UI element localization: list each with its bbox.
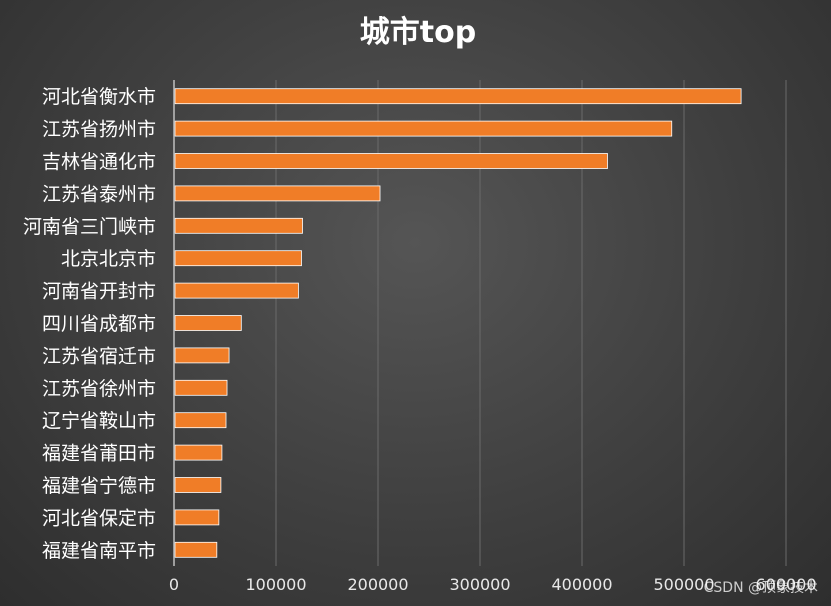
bar bbox=[174, 444, 223, 461]
category-label: 河北省保定市 bbox=[42, 507, 156, 529]
category-label: 辽宁省鞍山市 bbox=[42, 410, 156, 432]
category-label: 江苏省徐州市 bbox=[42, 378, 156, 400]
bar bbox=[174, 88, 742, 105]
category-label: 河南省开封市 bbox=[42, 281, 156, 303]
category-label: 河北省衡水市 bbox=[42, 86, 156, 108]
x-tick-label: 0 bbox=[169, 575, 179, 594]
category-labels: 河北省衡水市江苏省扬州市吉林省通化市江苏省泰州市河南省三门峡市北京北京市河南省开… bbox=[23, 86, 156, 562]
bar bbox=[174, 347, 230, 364]
x-tick-label: 600000 bbox=[755, 575, 816, 594]
category-label: 北京北京市 bbox=[61, 248, 156, 270]
bar bbox=[174, 250, 302, 267]
grid-lines bbox=[275, 80, 787, 566]
bar bbox=[174, 477, 222, 493]
x-tick-label: 400000 bbox=[551, 575, 612, 594]
bar bbox=[174, 120, 673, 137]
x-tick-label: 500000 bbox=[653, 575, 714, 594]
bar bbox=[174, 185, 381, 202]
bar bbox=[174, 509, 220, 526]
x-tick-label: 200000 bbox=[347, 575, 408, 594]
category-label: 河南省三门峡市 bbox=[23, 216, 156, 238]
bars bbox=[174, 88, 742, 558]
category-label: 福建省南平市 bbox=[42, 540, 156, 562]
x-tick-label: 300000 bbox=[449, 575, 510, 594]
chart-title: 城市top bbox=[360, 15, 476, 50]
bar bbox=[174, 379, 228, 396]
bar bbox=[174, 541, 218, 558]
category-label: 江苏省宿迁市 bbox=[42, 345, 156, 367]
category-label: 江苏省扬州市 bbox=[42, 119, 156, 141]
watermark: CSDN @顶象技术 bbox=[704, 580, 818, 596]
category-label: 福建省宁德市 bbox=[42, 475, 156, 497]
x-tick-labels: 0 100000 200000 300000 400000 500000 600000 bbox=[169, 575, 817, 594]
bar bbox=[174, 282, 299, 299]
bar bbox=[174, 217, 303, 234]
category-label: 江苏省泰州市 bbox=[42, 183, 156, 205]
category-label: 福建省莆田市 bbox=[42, 443, 156, 465]
bar bbox=[174, 315, 242, 331]
category-label: 吉林省通化市 bbox=[42, 151, 156, 173]
x-tick-label: 100000 bbox=[245, 575, 306, 594]
bar bbox=[174, 153, 608, 169]
category-label: 四川省成都市 bbox=[42, 313, 156, 335]
bar bbox=[174, 412, 227, 429]
